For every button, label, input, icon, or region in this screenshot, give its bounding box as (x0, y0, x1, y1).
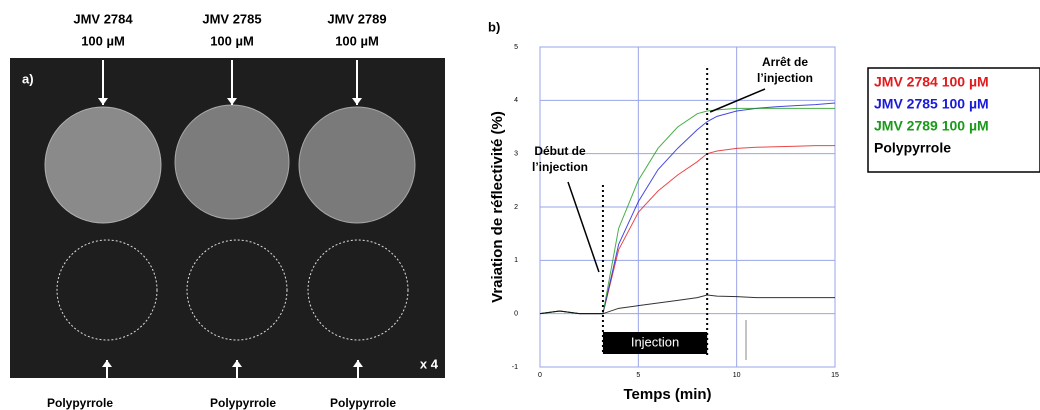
spot-label: JMV 2784 (73, 11, 133, 26)
y-tick-label: -1 (512, 364, 518, 371)
legend-box (867, 67, 1040, 173)
event-arrow (567, 181, 600, 273)
spot-label: 100 µM (81, 33, 125, 48)
spot (298, 106, 416, 224)
x-tick-label: 15 (831, 372, 839, 379)
spot-outline (186, 239, 288, 341)
arrow-head (98, 98, 108, 105)
legend: JMV 2784 100 µM JMV 2785 100 µM JMV 2789 1… (874, 74, 989, 156)
series-line (539, 294, 835, 315)
spot-label: Polypyrrole (210, 396, 276, 410)
spot-outline (307, 239, 409, 341)
event-arrow (709, 88, 766, 113)
arrow-head (353, 360, 363, 367)
spot-label: JMV 2785 (202, 11, 261, 26)
arrow-head (352, 98, 362, 105)
spot-label: 100 µM (210, 33, 254, 48)
event-label: Début de (534, 144, 586, 158)
arrow-head (232, 360, 242, 367)
legend-entry: Polypyrrole (874, 140, 951, 156)
legend-entry: JMV 2784 100 µM (874, 74, 989, 90)
spot-label: Polypyrrole (330, 396, 396, 410)
x-axis-label: Temps (min) (623, 386, 711, 403)
injection-label: Injection (631, 334, 679, 349)
arrow-head (102, 360, 112, 367)
legend-entry: JMV 2789 100 µM (874, 118, 989, 134)
spot-outline (56, 239, 158, 341)
x-tick-label: 0 (538, 372, 542, 379)
spot-label: 100 µM (335, 33, 379, 48)
y-tick-label: 0 (514, 311, 518, 318)
x-tick-label: 5 (636, 372, 640, 379)
event-label: l’injection (757, 71, 813, 85)
y-axis-label: Vraiation de réflectivité (%) (489, 111, 506, 303)
event-label: Arrêt de (762, 55, 808, 69)
spot (174, 104, 290, 220)
y-tick-label: 5 (514, 44, 518, 51)
event-label: l’injection (532, 160, 588, 174)
y-tick-label: 4 (514, 97, 518, 104)
y-tick-label: 3 (514, 151, 518, 158)
x-tick-label: 10 (733, 372, 741, 379)
y-tick-label: 1 (514, 257, 518, 264)
arrow-head (227, 98, 237, 105)
magnification: x 4 (420, 356, 439, 371)
spot-label: Polypyrrole (47, 396, 113, 410)
y-tick-label: 2 (514, 204, 518, 211)
panel-label: b) (488, 19, 500, 34)
spot-label: JMV 2789 (327, 11, 386, 26)
panel-label: a) (22, 71, 34, 86)
chart: -1 0 1 2 3 4 5 0 5 10 15 Temps (min) Vraiation de ré… (488, 19, 839, 403)
photo-labels: JMV 2784 100 µM JMV 2785 100 µM JMV 2789 100 … (47, 11, 396, 410)
spot (44, 106, 162, 224)
legend-entry: JMV 2785 100 µM (874, 96, 989, 112)
photo: a) x 4 (10, 58, 445, 378)
injection-bar (602, 332, 708, 354)
